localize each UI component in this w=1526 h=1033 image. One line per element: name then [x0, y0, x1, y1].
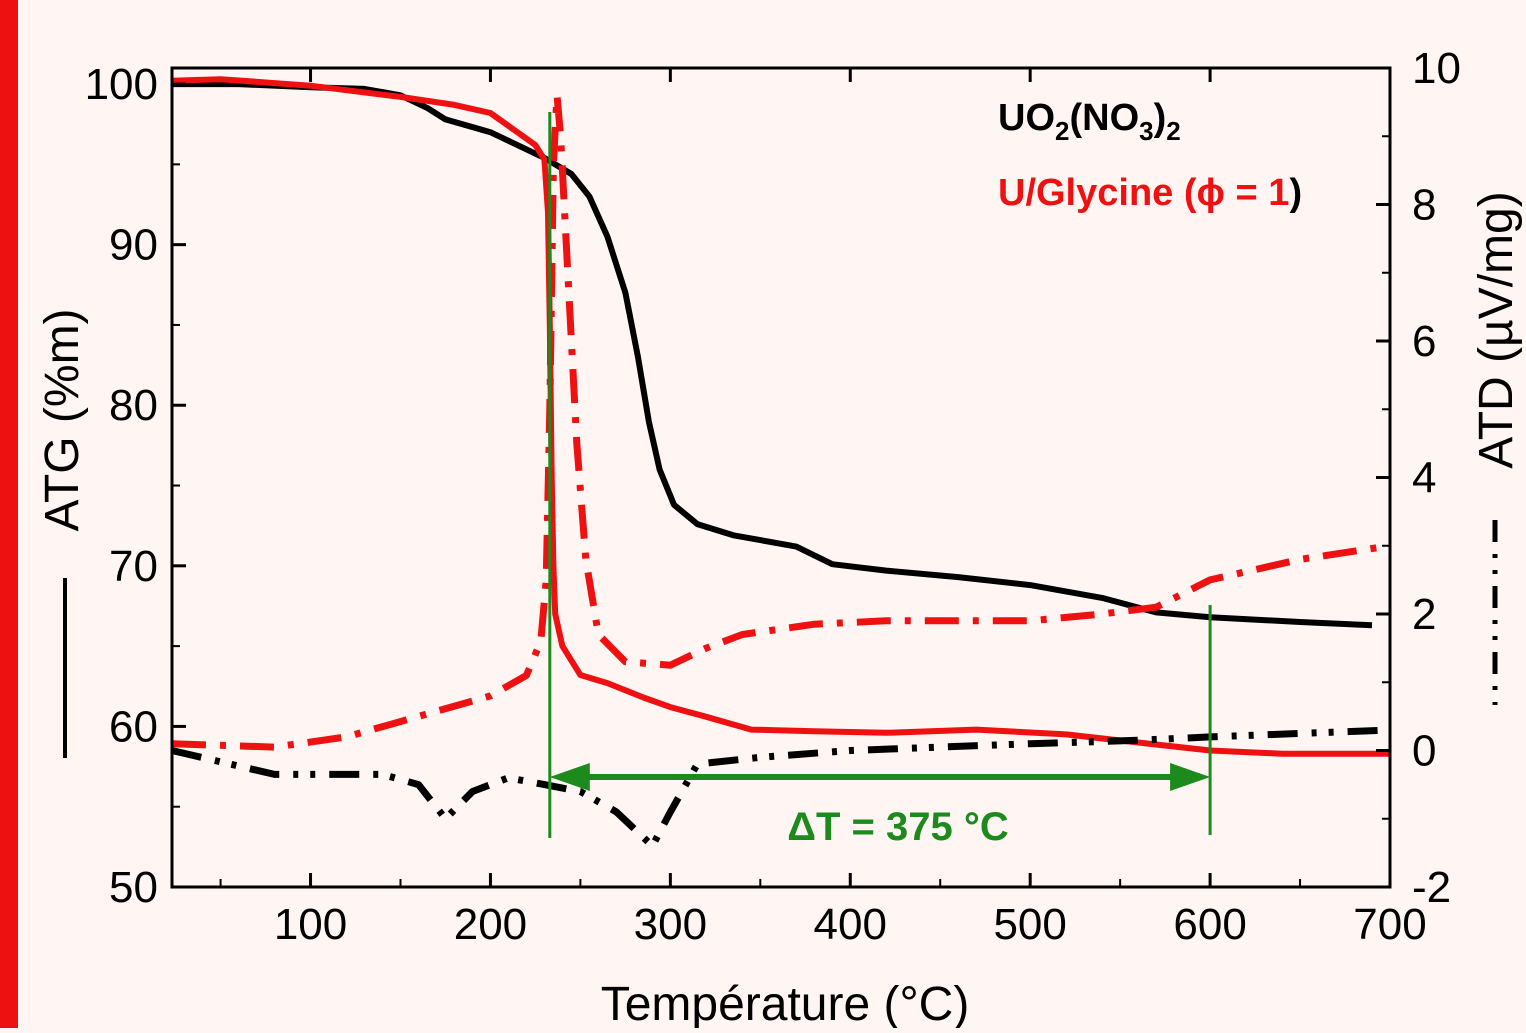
- delta-t-annotation: ΔT = 375 °C: [548, 112, 1212, 849]
- annotation-arrowhead-left: [549, 763, 590, 791]
- y-left-axis-title: ATG (%m): [36, 308, 89, 531]
- legend-entry-glycine: U/Glycine (ϕ = 1): [998, 172, 1302, 214]
- y-right-tick-label: 0: [1412, 727, 1436, 776]
- y-right-axis-title: ATD (µV/mg): [1470, 191, 1523, 468]
- y-left-tick-label: 90: [109, 221, 158, 270]
- series-layer: [171, 76, 1391, 850]
- y-right-tick-label: 6: [1412, 317, 1436, 366]
- x-tick-label: 100: [274, 900, 347, 949]
- y-right-tick-label: 8: [1412, 181, 1436, 230]
- y-left-tick-label: 50: [109, 863, 158, 912]
- x-tick-label: 600: [1173, 900, 1246, 949]
- left-accent-bar: [0, 0, 18, 1028]
- x-axis-title: Température (°C): [601, 978, 970, 1028]
- x-tick-label: 500: [993, 900, 1066, 949]
- y-right-tick-label: 2: [1412, 590, 1436, 639]
- y-left-tick-label: 80: [109, 381, 158, 430]
- legend-entry-uo2no3: UO2(NO3)2: [998, 97, 1181, 146]
- y-left-tick-label: 70: [109, 542, 158, 591]
- y-left-tick-label: 60: [109, 702, 158, 751]
- x-tick-label: 300: [634, 900, 707, 949]
- annotation-delta-label: ΔT = 375 °C: [787, 805, 1009, 849]
- x-tick-label: 200: [454, 900, 527, 949]
- y-right-tick-label: 10: [1412, 44, 1461, 93]
- series-line-2: [171, 726, 1391, 850]
- x-tick-label: 700: [1353, 900, 1426, 949]
- x-tick-label: 400: [814, 900, 887, 949]
- y-right-tick-label: -2: [1412, 863, 1451, 912]
- ticks-layer: 100 200 300 400 500 600 700 50 60 70 80 90 100 -2 0 2 4 6…: [85, 44, 1461, 949]
- series-line-3: [171, 91, 1391, 751]
- series-line-1: [171, 76, 1390, 757]
- annotation-arrowhead-right: [1170, 763, 1211, 791]
- series-line-0: [172, 81, 1373, 629]
- y-right-tick-label: 4: [1412, 454, 1436, 503]
- y-left-tick-label: 100: [85, 60, 158, 109]
- legend: UO2(NO3)2 U/Glycine (ϕ = 1): [998, 97, 1302, 214]
